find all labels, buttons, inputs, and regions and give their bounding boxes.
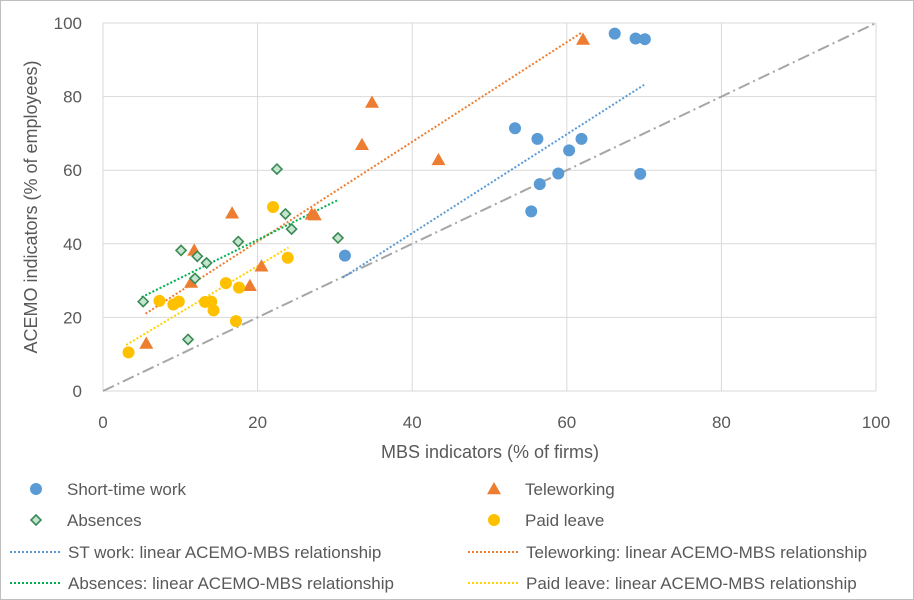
y-axis-ticks: 0 20 40 60 80 100 [54,14,82,401]
data-point [139,336,154,349]
series-teleworking [139,32,591,349]
data-point [181,333,195,346]
data-point [629,32,642,45]
data-point [563,144,576,157]
y-axis-label: ACEMO indicators (% of employees) [21,60,41,353]
data-point [207,304,220,317]
x-tick-label: 40 [403,413,422,432]
y-tick-label: 0 [73,382,82,401]
legend-marker [29,513,43,527]
legend-marker [30,483,42,495]
series-absences [137,162,345,346]
y-tick-label: 20 [63,308,82,327]
x-tick-label: 100 [862,413,890,432]
data-point [233,281,246,294]
data-point [254,259,269,272]
data-point [575,132,588,145]
data-point [122,346,135,359]
data-point [525,205,538,218]
legend-label: ST work: linear ACEMO-MBS relationship [68,543,381,562]
data-point [267,201,280,213]
legend-item: Short-time work [30,480,187,499]
data-point [552,167,565,180]
data-point [331,231,345,245]
data-point [608,27,621,40]
legend-item: Paid leave [488,511,604,530]
legend-label: Short-time work [67,480,187,499]
x-tick-label: 20 [248,413,267,432]
legend-item: Absences: linear ACEMO-MBS relationship [10,574,394,593]
data-point [137,295,150,308]
data-point [225,206,240,219]
legend-label: Paid leave [525,511,604,530]
data-point [431,152,446,166]
data-point [188,272,202,285]
legend-item: Teleworking: linear ACEMO-MBS relationsh… [468,543,867,562]
legend-item: ST work: linear ACEMO-MBS relationship [10,543,381,562]
legend-item: Teleworking [487,480,615,499]
trendline-1 [144,31,583,315]
trendline-0 [342,83,645,279]
legend-label: Paid leave: linear ACEMO-MBS relationshi… [526,574,857,593]
data-point [229,315,242,328]
legend-item: Paid leave: linear ACEMO-MBS relationshi… [468,574,857,593]
legend-marker [488,514,500,526]
data-point [242,278,257,292]
data-point [200,256,213,270]
data-point [338,249,351,262]
data-point [531,132,544,145]
data-point [191,250,204,263]
legend-label: Teleworking [525,480,615,499]
series-paid-leave [122,201,294,359]
x-tick-label: 0 [98,413,107,432]
data-point [279,207,292,221]
y-tick-label: 40 [63,235,82,254]
data-point [219,277,232,290]
data-point [509,122,522,135]
data-point [307,208,322,221]
x-tick-label: 80 [712,413,731,432]
trendline-2 [141,198,340,299]
data-points [122,27,651,359]
data-point [153,294,166,307]
data-point [576,32,591,45]
data-point [281,251,294,264]
legend-label: Absences [67,511,142,530]
legend-label: Absences: linear ACEMO-MBS relationship [68,574,394,593]
reference-line-45deg [102,22,877,392]
data-point [184,275,199,288]
legend: Short-time work Teleworking Absences Paid l… [10,480,867,593]
data-point [354,137,369,151]
x-tick-label: 60 [557,413,576,432]
y-tick-label: 100 [54,14,82,33]
data-point [285,222,298,236]
x-axis-ticks: 0 20 40 60 80 100 [98,413,890,432]
legend-label: Teleworking: linear ACEMO-MBS relationsh… [526,543,867,562]
data-point [365,95,380,108]
y-tick-label: 60 [63,161,82,180]
data-point [174,244,188,257]
data-point [533,178,546,191]
y-tick-label: 80 [63,88,82,107]
data-point [270,162,284,176]
legend-marker [487,482,501,495]
legend-item: Absences [29,511,142,530]
data-point [232,235,245,248]
data-point [172,295,185,308]
data-point [638,33,651,46]
data-point [634,167,647,180]
x-axis-label: MBS indicators (% of firms) [381,442,599,462]
series-short-time-work [338,27,651,262]
